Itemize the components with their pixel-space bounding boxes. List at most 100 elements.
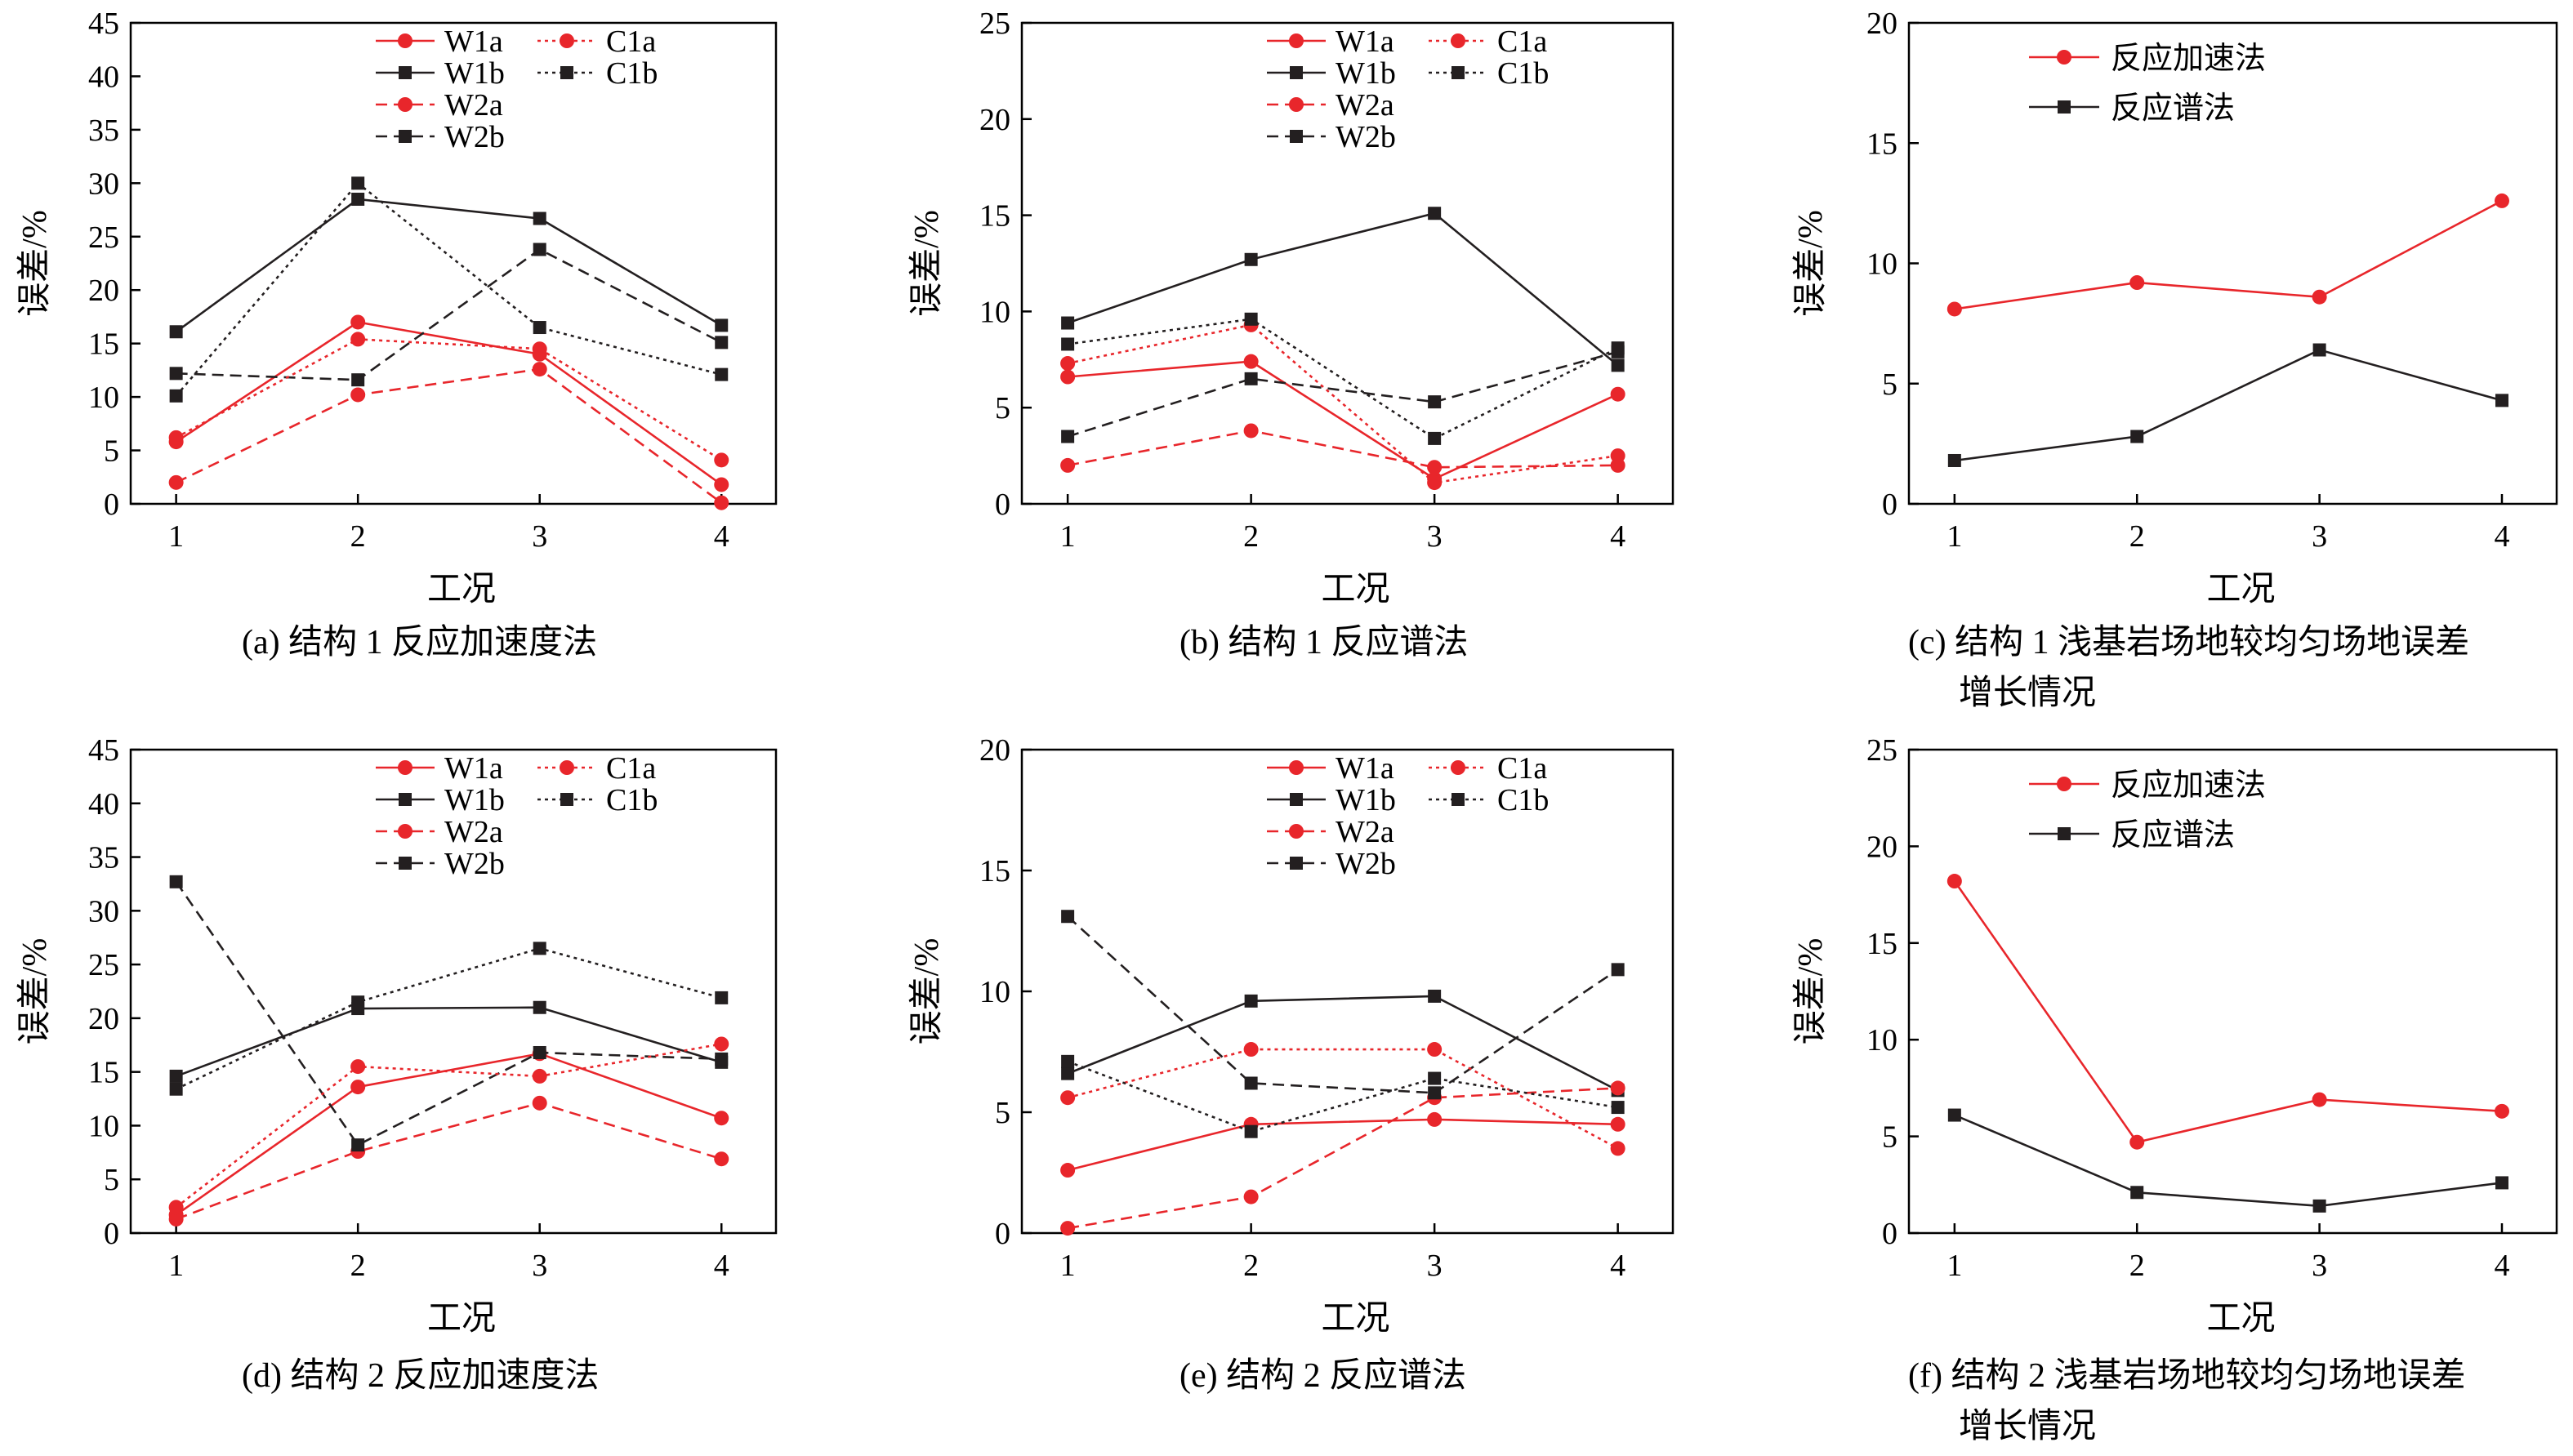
y-axis-label: 误差/% [1792, 210, 1830, 317]
legend-marker [399, 66, 412, 79]
x-tick-label: 4 [2494, 519, 2509, 554]
legend-label: W2a [444, 88, 503, 122]
series-W2b [1061, 910, 1625, 1100]
data-point [168, 474, 184, 490]
legend-label: C1b [606, 56, 658, 91]
data-point [1611, 1101, 1625, 1115]
data-point [351, 176, 365, 190]
data-point [532, 1068, 547, 1084]
legend-label: W1b [444, 56, 505, 91]
data-point [1061, 316, 1075, 330]
legend-label: C1a [606, 751, 656, 786]
plot-frame [129, 21, 778, 505]
series-W2b [169, 875, 729, 1152]
series-line [176, 1006, 722, 1078]
y-tick-label: 25 [1866, 733, 1897, 768]
data-point [533, 1000, 546, 1014]
series-line [175, 1043, 722, 1209]
series-line [1067, 350, 1618, 438]
data-point [169, 875, 183, 888]
data-point [1243, 354, 1259, 369]
series-line [1067, 915, 1619, 1094]
y-tick-label: 5 [104, 434, 119, 469]
data-point [1947, 1108, 1961, 1122]
legend-marker [1289, 824, 1304, 839]
series-line [1067, 323, 1618, 484]
legend-marker [560, 760, 574, 775]
data-point [1060, 1221, 1076, 1236]
y-tick-label: 25 [979, 7, 1010, 41]
data-point [350, 1059, 366, 1075]
legend-marker [1451, 66, 1465, 79]
legend-label: W2a [444, 815, 503, 849]
data-point [1611, 358, 1625, 372]
legend-label: W1a [1336, 24, 1394, 59]
series-W2a [168, 362, 729, 510]
series-line [176, 367, 723, 504]
y-tick-label: 40 [88, 787, 119, 822]
data-point [351, 373, 365, 387]
data-point [2129, 275, 2145, 291]
series-W1b [169, 192, 729, 339]
data-point [350, 314, 366, 330]
y-axis-label: 误差/% [908, 938, 946, 1045]
legend-marker [2057, 50, 2071, 65]
data-point [1061, 1054, 1075, 1068]
data-point [532, 1095, 547, 1111]
legend-label: 反应谱法 [2111, 91, 2235, 126]
data-point [2494, 193, 2509, 208]
data-point [533, 243, 546, 256]
y-axis-label: 误差/% [908, 210, 946, 317]
legend-marker [1290, 130, 1303, 143]
data-point [169, 389, 183, 403]
data-point [714, 477, 729, 492]
series-line [1067, 318, 1619, 440]
legend-label: W2a [1336, 88, 1394, 122]
panel-caption: (e) 结构 2 反应谱法 [1179, 1356, 1466, 1395]
x-tick-label: 3 [2312, 519, 2327, 554]
x-axis-label: 工况 [2206, 1300, 2275, 1338]
legend-marker [1451, 33, 1465, 48]
y-tick-label: 10 [979, 975, 1010, 1009]
x-tick-label: 1 [168, 519, 184, 554]
series-W2a [1060, 423, 1625, 475]
legend-marker [2058, 100, 2071, 114]
data-point [169, 367, 183, 381]
plot-frame [1020, 21, 1674, 505]
data-point [1610, 1141, 1625, 1156]
series-W2a [1060, 1080, 1625, 1236]
data-point [1610, 1080, 1625, 1096]
x-tick-label: 4 [714, 1249, 729, 1283]
y-tick-label: 15 [1866, 927, 1897, 961]
data-point [1427, 1111, 1443, 1127]
series-line [175, 321, 722, 486]
data-point [2130, 430, 2144, 443]
series-line [175, 881, 722, 1147]
y-tick-label: 20 [1866, 830, 1897, 864]
data-point [1428, 1071, 1442, 1085]
data-point [1243, 1189, 1259, 1204]
legend-marker [398, 760, 412, 775]
data-point [350, 1080, 366, 1095]
x-tick-label: 4 [2494, 1249, 2509, 1283]
x-tick-label: 3 [1427, 519, 1443, 554]
series-line [1067, 1118, 1618, 1172]
panel-caption: (a) 结构 1 反应加速度法 [242, 623, 597, 661]
y-tick-label: 20 [88, 1002, 119, 1036]
series-W1a [168, 314, 729, 492]
data-point [168, 1211, 184, 1227]
y-tick-label: 35 [88, 114, 119, 148]
y-tick-label: 10 [88, 1109, 119, 1143]
data-point [714, 1111, 729, 1126]
series-W1b [1061, 989, 1625, 1098]
data-point [1244, 312, 1258, 326]
y-tick-label: 25 [88, 948, 119, 982]
x-tick-label: 2 [1243, 519, 1259, 554]
legend-marker [1451, 793, 1465, 806]
series-line [1067, 430, 1618, 469]
data-point [2495, 394, 2508, 407]
y-tick-label: 20 [88, 274, 119, 308]
legend-marker [1290, 793, 1303, 806]
